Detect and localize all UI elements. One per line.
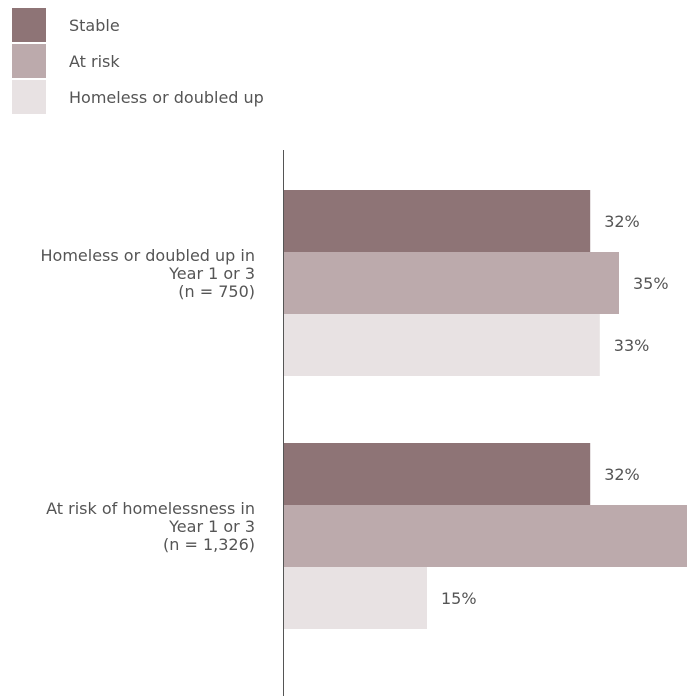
category-label: (n = 750) xyxy=(178,282,255,301)
legend-label-stable: Stable xyxy=(69,16,120,35)
legend-swatch-at-risk xyxy=(12,44,46,78)
bar-stable-1 xyxy=(283,190,591,252)
bar-homeless-2 xyxy=(283,567,427,629)
category-label: Year 1 or 3 xyxy=(168,264,255,283)
category-label: At risk of homelessness in xyxy=(46,499,255,518)
bar-stable-2 xyxy=(283,443,591,505)
legend-label-at-risk: At risk xyxy=(69,52,120,71)
bar-value-label: 32% xyxy=(604,212,640,231)
bar-value-label: 15% xyxy=(441,589,477,608)
bar-at-risk-1 xyxy=(283,252,619,314)
category-label: Homeless or doubled up in xyxy=(41,246,256,265)
bar-at-risk-2 xyxy=(283,505,687,567)
category-label: Year 1 or 3 xyxy=(168,517,255,536)
legend-swatch-homeless xyxy=(12,80,46,114)
category-label: (n = 1,326) xyxy=(163,535,255,554)
legend-label-homeless: Homeless or doubled up xyxy=(69,88,264,107)
bar-value-label: 33% xyxy=(614,336,650,355)
bar-homeless-1 xyxy=(283,314,600,376)
bar-value-label: 32% xyxy=(604,465,640,484)
legend-swatch-stable xyxy=(12,8,46,42)
bar-value-label: 35% xyxy=(633,274,669,293)
